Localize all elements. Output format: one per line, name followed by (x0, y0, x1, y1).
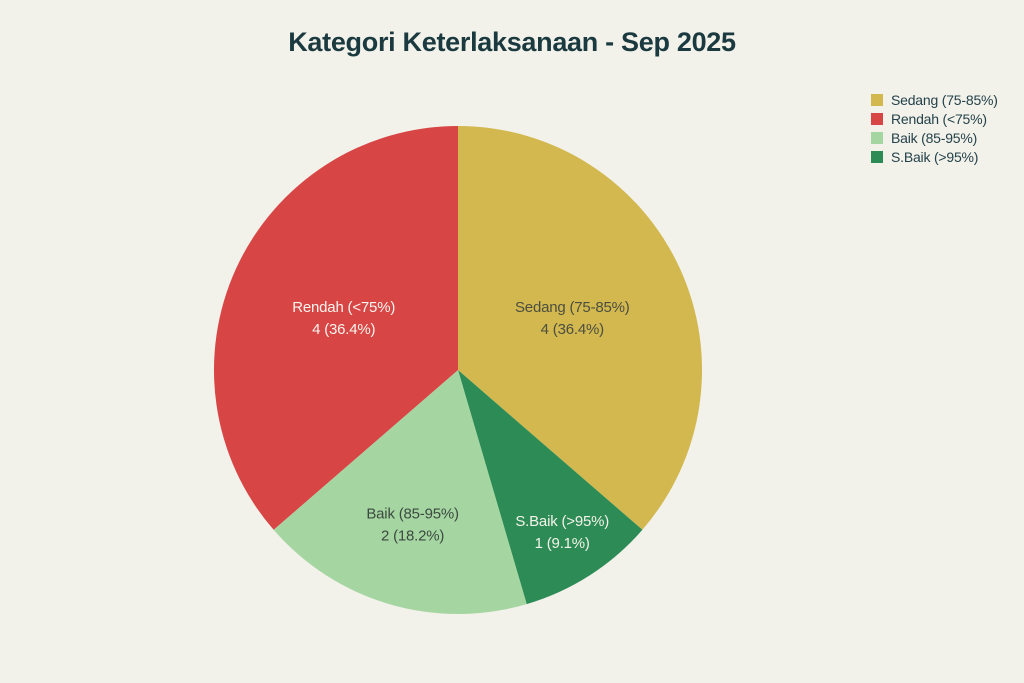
pie-slice-sedang[interactable] (458, 126, 703, 530)
pie-slice-rendah[interactable] (213, 126, 458, 530)
slice-label-baik: Baik (85-95%) 2 (18.2%) (366, 506, 459, 545)
legend-item-baik[interactable]: Baik (85-95%) (871, 128, 998, 147)
legend-item-label: S.Baik (>95%) (891, 148, 979, 165)
slice-label-sedang: Sedang (75-85%) 4 (36.4%) (515, 299, 630, 338)
legend-item-label: Sedang (75-85%) (891, 91, 998, 108)
pie-slice-sbaik[interactable] (458, 370, 643, 605)
chart-legend: Sedang (75-85%) Rendah (<75%) Baik (85-9… (871, 90, 998, 166)
legend-item-label: Baik (85-95%) (891, 129, 978, 146)
pie-slice-baik[interactable] (273, 370, 527, 614)
slice-label-sbaik: S.Baik (>95%) 1 (9.1%) (515, 513, 609, 552)
chart-title: Kategori Keterlaksanaan - Sep 2025 (288, 27, 736, 57)
slice-label-rendah: Rendah (<75%) 4 (36.4%) (292, 299, 395, 338)
legend-item-label: Rendah (<75%) (891, 110, 987, 127)
legend-swatch-icon (871, 131, 883, 144)
legend-swatch-icon (871, 112, 883, 125)
legend-swatch-icon (871, 150, 883, 163)
legend-item-sbaik[interactable]: S.Baik (>95%) (871, 147, 998, 166)
legend-swatch-icon (871, 93, 883, 106)
legend-item-sedang[interactable]: Sedang (75-85%) (871, 90, 998, 109)
legend-item-rendah[interactable]: Rendah (<75%) (871, 109, 998, 128)
